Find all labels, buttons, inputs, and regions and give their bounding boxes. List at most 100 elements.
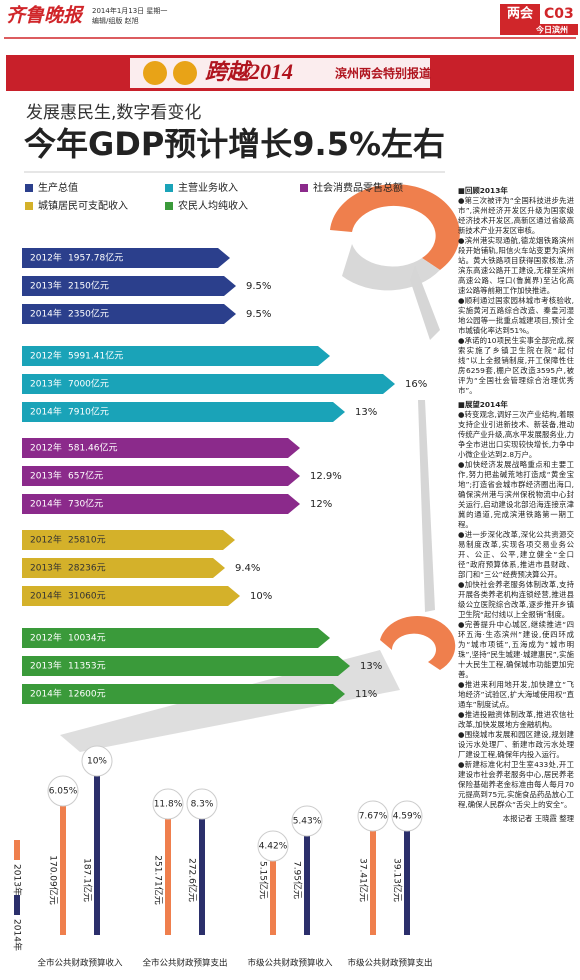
- arrow-bar: [22, 530, 235, 550]
- bar-year: 2012年: [30, 632, 62, 644]
- banner-title: 跨越2014: [205, 59, 293, 84]
- arrow-bar: [22, 684, 345, 704]
- bar-amount: 10034元: [68, 634, 106, 644]
- arrow-bar: [22, 276, 236, 296]
- growth-bubble: [152, 788, 184, 820]
- arrow-bar: [22, 248, 230, 268]
- growth-bubble: [391, 800, 423, 832]
- donut: [380, 615, 456, 670]
- bar-amount: 1957.78亿元: [68, 252, 123, 264]
- paragraph: ●围绕城市发展和园区建设,规划建设污水处理厂、新建市政污水处理厂建设工程,确保年…: [458, 730, 574, 759]
- paragraph: ●第三次被评为“全国科技进步先进市”,滨州经济开发区升级为国家级经济技术开发区,…: [458, 196, 574, 235]
- bubble-growth: 6.05%: [49, 787, 78, 797]
- paper-name: 齐鲁晚报: [6, 4, 85, 26]
- finance-amount: 5.15亿元: [258, 861, 270, 899]
- bar-year: 2014年: [30, 498, 62, 510]
- arrow-bar: [22, 438, 300, 458]
- paragraph: ■展望2014年: [458, 400, 508, 409]
- bubble-growth: 8.3%: [191, 800, 214, 810]
- finance-amount: 170.09亿元: [48, 855, 60, 905]
- bar-year: 2012年: [30, 442, 62, 454]
- bar-amount: 581.46亿元: [68, 442, 118, 454]
- bar-amount: 7910亿元: [68, 406, 109, 418]
- bar-year: 2013年: [30, 660, 62, 672]
- paragraph: ●推进投融资体制改革,推进农信社改革,加快发展地方金融机构。: [458, 710, 574, 729]
- arrow-bar: [22, 346, 330, 366]
- bubble-growth: 10%: [87, 757, 107, 767]
- growth-bubble: [257, 830, 289, 862]
- bubble-growth: 4.42%: [259, 842, 288, 852]
- paragraph: ●滨州港实现通航,德龙烟铁路滨州段开始铺轨,阳信火车站变更为滨州站。黄大铁路项目…: [458, 236, 574, 295]
- page-number: C03: [544, 6, 574, 22]
- bar-year: 2013年: [30, 280, 62, 292]
- sidebar: ■回顾2013年 ●第三次被评为“全国科技进步先进市”,滨州经济开发区升级为国家级…: [458, 182, 574, 957]
- bar-amount: 11353元: [68, 662, 106, 672]
- bar-year: 2014年: [30, 406, 62, 418]
- finance-name: 全市公共财政预算支出: [142, 958, 227, 969]
- legend-label: 主营业务收入: [178, 181, 238, 194]
- bar-amount: 28236元: [68, 564, 106, 574]
- growth: 12.9%: [310, 471, 342, 482]
- finance-amount: 37.41亿元: [358, 858, 370, 902]
- growth-bubble: [81, 745, 113, 777]
- growth: 9.4%: [235, 563, 260, 574]
- growth: 9.5%: [246, 281, 271, 292]
- growth: 11%: [355, 689, 377, 700]
- bar-year: 2014年: [30, 590, 62, 602]
- bar-amount: 730亿元: [68, 498, 103, 510]
- paragraph: ●完善提升中心城区,继续推进“四环五海·生态滨州”建设,使四环成为“城市项链”,…: [458, 620, 574, 679]
- finance-amount: 251.71亿元: [153, 855, 165, 905]
- paragraph: ●加快社会养老服务体制改革,支持开展各类养老机构连锁经营,推进县级公立医院综合改…: [458, 580, 574, 619]
- bar-amount: 31060元: [68, 592, 106, 602]
- finance-amount: 7.95亿元: [292, 861, 304, 899]
- donut: [330, 184, 460, 270]
- paragraph: ●新建标准化村卫生室433处,开工建设市社会养老服务中心,居民养老保险基础养老金…: [458, 760, 574, 809]
- legend-swatch: [165, 202, 173, 210]
- bar-amount: 657亿元: [68, 470, 103, 482]
- paragraph: ●进一步深化改革,深化公共资源交易制度改革,实现各项交易业务公开、公正、公平,建…: [458, 530, 574, 579]
- year-label: 2014年: [12, 919, 24, 951]
- bar-year: 2013年: [30, 562, 62, 574]
- year-swatch: [14, 895, 20, 915]
- paragraph: ■回顾2013年: [458, 186, 508, 195]
- finance-bar: [404, 820, 410, 935]
- finance-name: 全市公共财政预算收入: [37, 958, 123, 969]
- finance-amount: 187.1亿元: [82, 858, 94, 902]
- paragraph: ●加快经济发展战略重点和主要工作,努力把盐碱荒地打造成“黄金宝地”;打造省会城市…: [458, 460, 574, 529]
- year-swatch: [14, 840, 20, 860]
- arrow-bar: [22, 586, 240, 606]
- year-label: 2013年: [12, 864, 24, 896]
- arrow-bar: [22, 558, 225, 578]
- finance-bar: [199, 808, 205, 935]
- arrow-bar: [22, 466, 300, 486]
- banner-subtitle: 滨州两会特别报道: [335, 66, 431, 81]
- finance-bar: [94, 765, 100, 935]
- arrow-bar: [22, 656, 350, 676]
- finance-bar: [304, 825, 310, 935]
- bar-year: 2013年: [30, 470, 62, 482]
- legend-label: 生产总值: [38, 181, 78, 194]
- column: 今日滨州: [535, 25, 568, 35]
- bar-amount: 2350亿元: [68, 308, 109, 320]
- bar-year: 2012年: [30, 534, 62, 546]
- arrow-bar: [22, 494, 300, 514]
- kicker: 发展惠民生,数字看变化: [26, 103, 201, 123]
- bubble-growth: 11.8%: [154, 800, 183, 810]
- growth: 13%: [355, 407, 377, 418]
- growth-bubble: [291, 805, 323, 837]
- bar-amount: 5991.41亿元: [68, 350, 123, 362]
- bubble-growth: 4.59%: [393, 812, 422, 822]
- bar-year: 2012年: [30, 350, 62, 362]
- emblem: [143, 61, 167, 85]
- arrow-bar: [22, 628, 330, 648]
- finance-name: 市级公共财政预算收入: [247, 958, 333, 969]
- column-box: [500, 24, 578, 35]
- legend-swatch: [25, 202, 33, 210]
- bar-year: 2014年: [30, 688, 62, 700]
- finance-name: 市级公共财政预算支出: [347, 958, 432, 969]
- connector: [418, 400, 435, 612]
- legend-swatch: [25, 184, 33, 192]
- finance-amount: 272.6亿元: [187, 858, 199, 902]
